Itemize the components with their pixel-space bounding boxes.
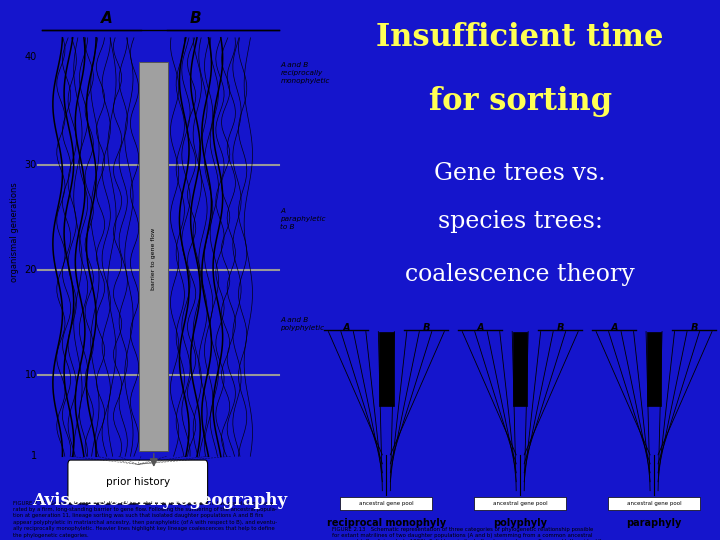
Text: A
paraphyletic
to B: A paraphyletic to B: [280, 207, 326, 230]
Text: 40: 40: [24, 52, 37, 62]
Bar: [647, 332, 661, 406]
FancyBboxPatch shape: [68, 460, 207, 504]
Text: 10: 10: [24, 370, 37, 380]
Text: FIGURE 2.14   Schematic representation of the matrilineal sorting process in two: FIGURE 2.14 Schematic representation of …: [13, 501, 277, 538]
Bar: [140, 62, 168, 451]
Bar: [608, 497, 700, 510]
Text: for sorting: for sorting: [428, 85, 612, 117]
Text: B: B: [189, 11, 202, 26]
Bar: [513, 332, 527, 406]
Text: B: B: [690, 322, 698, 333]
Text: 30: 30: [24, 160, 37, 170]
Text: 1: 1: [31, 451, 37, 461]
Text: species trees:: species trees:: [438, 210, 603, 233]
Text: reciprocal monophyly: reciprocal monophyly: [327, 517, 446, 528]
Text: organismal generations: organismal generations: [10, 183, 19, 282]
Bar: [379, 332, 394, 406]
Text: paraphyly: paraphyly: [626, 517, 682, 528]
Text: B: B: [423, 322, 430, 333]
Text: FIGURE 2.13   Schematic representation of three categories of phylogenetic relat: FIGURE 2.13 Schematic representation of …: [333, 526, 604, 540]
Text: polyphyly: polyphyly: [493, 517, 547, 528]
Text: Insufficient time: Insufficient time: [377, 22, 664, 53]
Text: B: B: [557, 322, 564, 333]
Text: barrier to gene flow: barrier to gene flow: [151, 228, 156, 291]
Text: 20: 20: [24, 265, 37, 275]
Text: A and B
polyphyletic: A and B polyphyletic: [280, 317, 325, 331]
Text: A: A: [611, 322, 618, 333]
Bar: [474, 497, 566, 510]
Text: Gene trees vs.: Gene trees vs.: [434, 162, 606, 185]
Text: ancestral gene pool: ancestral gene pool: [626, 501, 681, 506]
Text: coalescence theory: coalescence theory: [405, 264, 635, 286]
Text: A: A: [102, 11, 113, 26]
Text: ancestral gene pool: ancestral gene pool: [359, 501, 414, 506]
Text: A: A: [343, 322, 350, 333]
Text: ancestral gene pool: ancestral gene pool: [493, 501, 547, 506]
Text: A and B
reciprocally
monophyletic: A and B reciprocally monophyletic: [280, 62, 330, 84]
Text: A: A: [477, 322, 484, 333]
Text: prior history: prior history: [106, 477, 170, 487]
Bar: [341, 497, 432, 510]
Text: Avise 1999 Phylogeography: Avise 1999 Phylogeography: [32, 492, 287, 509]
